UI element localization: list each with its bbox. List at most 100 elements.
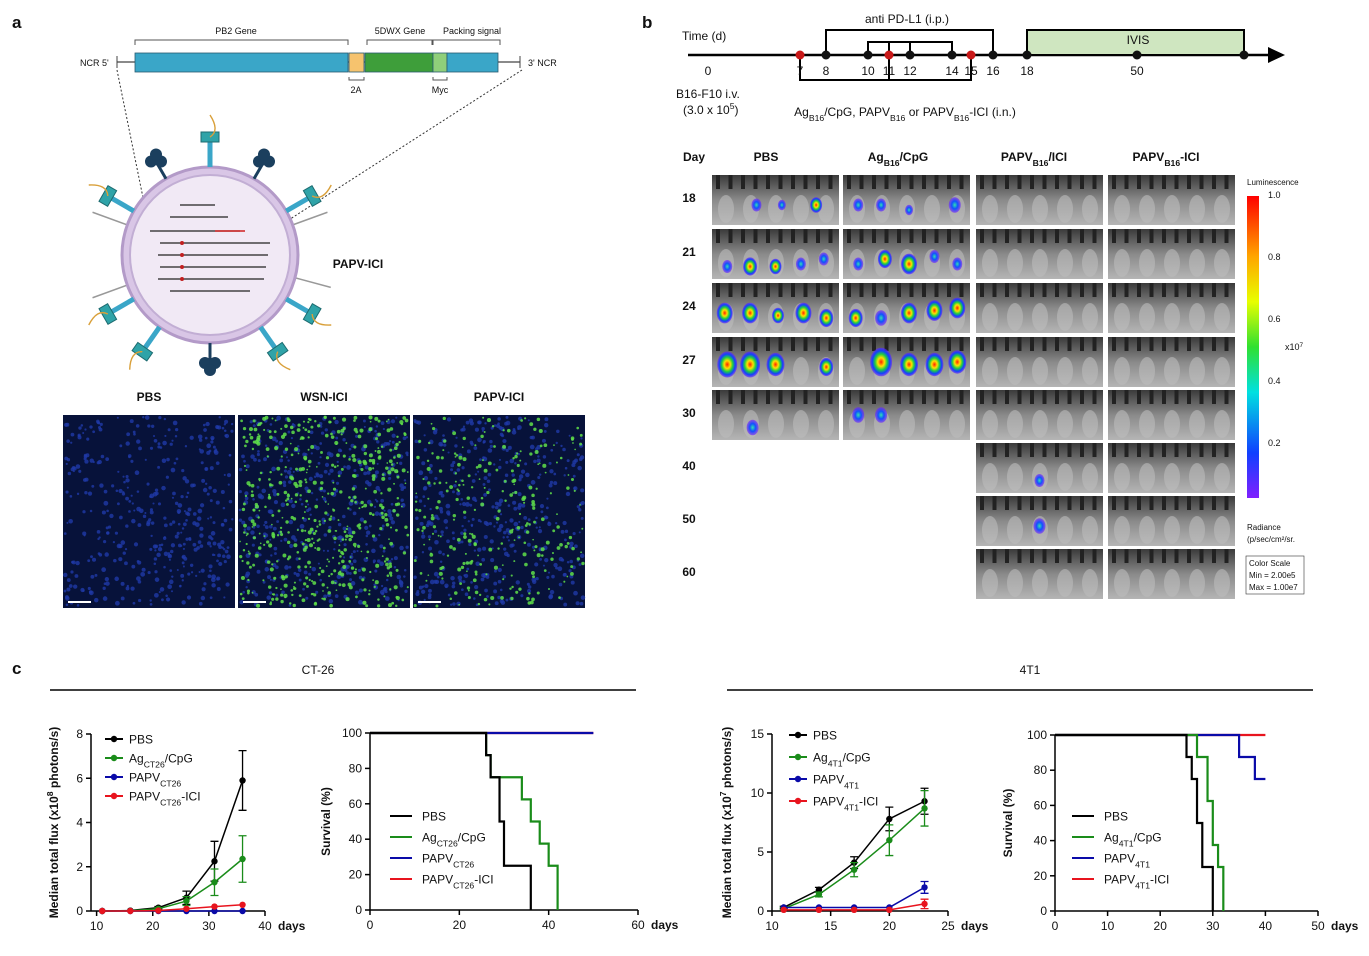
- fluorescence: [547, 587, 551, 591]
- series-line: [102, 904, 243, 912]
- nucleus: [185, 537, 189, 541]
- signal: [901, 302, 918, 324]
- nucleus: [507, 445, 512, 450]
- nucleus: [392, 448, 395, 451]
- nucleus: [364, 465, 369, 470]
- fluorescence: [381, 476, 386, 481]
- nucleus: [513, 506, 518, 511]
- fluorescence: [377, 598, 380, 601]
- fluorescence: [567, 474, 570, 476]
- fluorescence: [439, 535, 442, 538]
- nucleus: [434, 539, 439, 545]
- nucleus: [498, 465, 502, 470]
- legend-label-part: PAPV: [422, 852, 453, 866]
- nucleus: [535, 577, 539, 581]
- fluorescence: [471, 534, 476, 539]
- legend-marker: [794, 731, 802, 739]
- fluorescence: [314, 601, 317, 605]
- challenge-label: B16-F10 i.v.: [676, 87, 740, 101]
- nucleus: [544, 557, 549, 563]
- cage-bar: [1005, 175, 1009, 189]
- cage-bar: [1212, 443, 1216, 457]
- nucleus: [272, 489, 277, 494]
- fluorescence: [312, 581, 317, 585]
- nucleus: [289, 467, 293, 471]
- cage-bar: [1137, 390, 1141, 404]
- legend-label-part: CT26: [160, 779, 181, 789]
- fluorescence: [306, 468, 309, 471]
- fluorescence: [251, 526, 254, 528]
- nucleus: [283, 469, 288, 473]
- nucleus: [197, 434, 203, 440]
- fluorescence: [360, 550, 363, 553]
- nucleus: [342, 514, 346, 519]
- nucleus: [228, 499, 233, 504]
- nucleus: [291, 422, 295, 426]
- fluorescence: [487, 461, 492, 466]
- fluorescence: [252, 563, 256, 567]
- nucleus: [473, 597, 476, 600]
- nucleus: [185, 495, 189, 499]
- fluorescence: [483, 468, 488, 473]
- fluorescence: [284, 424, 288, 428]
- legend-label-part: /CpG: [843, 751, 871, 765]
- fluorescence: [413, 604, 417, 608]
- fluorescence: [271, 417, 274, 420]
- fluorescence: [350, 535, 354, 539]
- nucleus: [418, 499, 423, 503]
- nucleus: [518, 520, 521, 524]
- fluorescence: [259, 542, 262, 545]
- fluorescence: [268, 493, 271, 496]
- nucleus: [395, 416, 398, 419]
- nucleus: [300, 502, 304, 506]
- nucleus: [497, 527, 502, 533]
- fluorescence: [241, 507, 246, 512]
- nucleus: [84, 428, 87, 431]
- fluorescence: [377, 447, 380, 449]
- fluorescence: [339, 555, 342, 558]
- nucleus: [185, 518, 188, 522]
- fluorescence: [467, 538, 472, 543]
- cage-bar: [741, 175, 745, 189]
- legend-label-part: CT26: [160, 798, 181, 808]
- nucleus: [393, 566, 397, 569]
- nucleus: [477, 420, 482, 425]
- nucleus: [65, 422, 70, 427]
- nucleus: [222, 506, 226, 510]
- nucleus: [124, 547, 128, 551]
- fluorescence: [426, 459, 430, 463]
- fluorescence: [245, 469, 248, 471]
- day-label: 60: [682, 565, 696, 579]
- nucleus: [171, 439, 174, 442]
- cage-bar: [992, 175, 997, 189]
- cage-bar: [872, 390, 876, 404]
- mouse: [924, 410, 940, 438]
- fluorescence: [579, 503, 581, 506]
- cage-bar: [1005, 283, 1009, 297]
- fluorescence: [491, 425, 495, 428]
- fluorescence: [480, 502, 485, 507]
- nucleus: [201, 587, 206, 592]
- nucleus: [399, 584, 404, 588]
- mouse: [1164, 410, 1180, 438]
- fluorescence: [536, 417, 541, 422]
- fluorescence: [402, 551, 407, 555]
- fluorescence: [307, 430, 311, 433]
- data-point: [211, 858, 218, 865]
- nucleus: [120, 596, 125, 601]
- fluorescence: [241, 559, 244, 563]
- nucleus: [117, 470, 120, 473]
- data-point: [921, 805, 928, 812]
- fluorescence: [396, 435, 399, 439]
- ip-label: anti PD-L1 (i.p.): [865, 12, 949, 26]
- cage-bar: [1137, 549, 1141, 563]
- cage-bar: [1017, 443, 1022, 457]
- nucleus: [163, 523, 168, 528]
- nucleus: [564, 538, 567, 542]
- fluorescence: [433, 482, 436, 485]
- fluorescence: [241, 597, 245, 601]
- colorbar-tick: 1.0: [1268, 190, 1281, 200]
- timeline-dot: [863, 50, 873, 60]
- nucleus: [238, 518, 243, 522]
- nucleus: [436, 517, 440, 521]
